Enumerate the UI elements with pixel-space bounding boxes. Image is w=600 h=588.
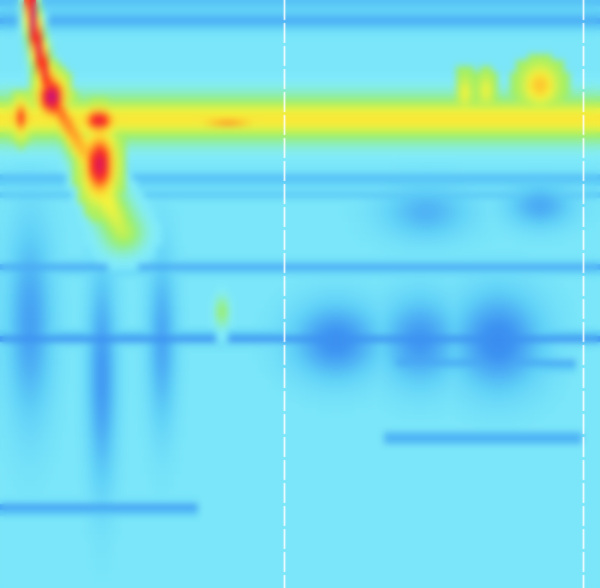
spectrogram-heatmap	[0, 0, 600, 588]
